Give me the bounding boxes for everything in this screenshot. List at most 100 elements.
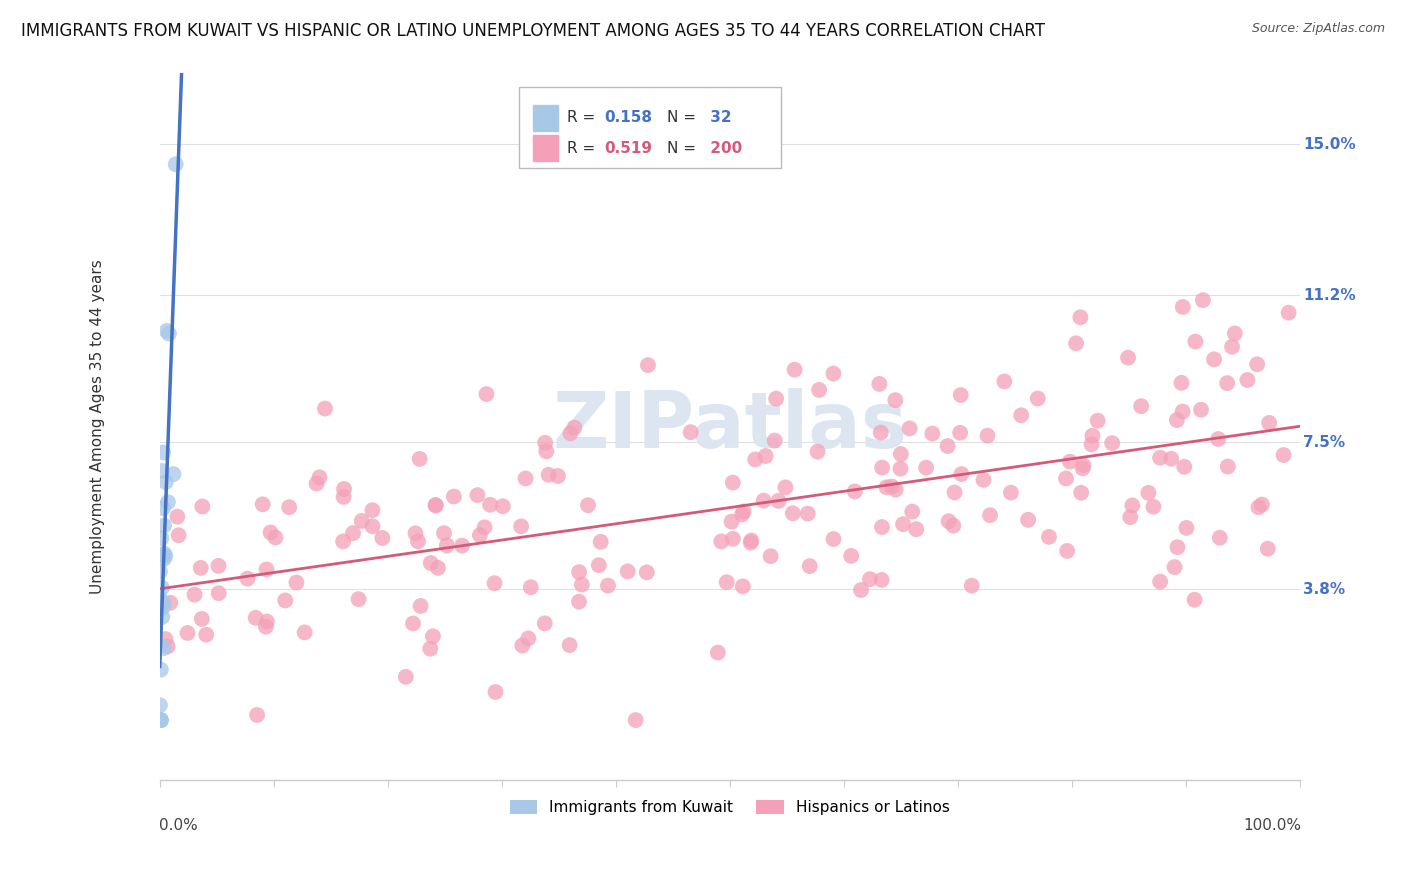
Point bbox=[589, 534, 612, 549]
Point bbox=[707, 646, 730, 660]
Point bbox=[1010, 409, 1032, 423]
Point bbox=[765, 392, 787, 406]
Point bbox=[274, 593, 297, 607]
Point bbox=[149, 713, 172, 727]
Point bbox=[278, 500, 301, 515]
Point bbox=[425, 498, 447, 512]
Point bbox=[153, 547, 176, 561]
Point bbox=[536, 444, 558, 458]
Point bbox=[870, 460, 893, 475]
Point bbox=[264, 531, 287, 545]
Point bbox=[208, 586, 231, 600]
Point bbox=[467, 488, 489, 502]
Point bbox=[468, 528, 491, 542]
Text: 0.0%: 0.0% bbox=[159, 819, 197, 833]
Point bbox=[191, 500, 214, 514]
Point bbox=[1149, 450, 1171, 465]
Point bbox=[571, 577, 593, 591]
Point bbox=[839, 549, 862, 563]
Point bbox=[768, 494, 790, 508]
Point bbox=[153, 552, 176, 566]
Point bbox=[1059, 455, 1081, 469]
Point bbox=[1170, 376, 1192, 390]
Text: ZIPatlas: ZIPatlas bbox=[553, 388, 907, 465]
Point bbox=[763, 434, 786, 448]
Point bbox=[1017, 513, 1039, 527]
Point bbox=[731, 508, 754, 522]
Point bbox=[419, 641, 441, 656]
Point bbox=[515, 471, 537, 485]
Point bbox=[870, 520, 893, 534]
Point bbox=[1171, 300, 1194, 314]
Point bbox=[165, 157, 187, 171]
Point bbox=[759, 549, 782, 564]
Point bbox=[1246, 357, 1268, 371]
Point bbox=[294, 625, 316, 640]
Point bbox=[915, 460, 938, 475]
Point bbox=[1175, 521, 1198, 535]
Point bbox=[1163, 560, 1185, 574]
Point bbox=[1070, 485, 1092, 500]
Point bbox=[305, 476, 328, 491]
Point bbox=[806, 444, 828, 458]
Point bbox=[149, 713, 172, 727]
Point bbox=[740, 533, 762, 548]
Text: 200: 200 bbox=[704, 141, 742, 155]
Point bbox=[156, 495, 179, 509]
Point bbox=[1216, 459, 1239, 474]
Point bbox=[155, 549, 177, 563]
Point bbox=[152, 600, 174, 615]
Point bbox=[1087, 414, 1109, 428]
Point bbox=[576, 498, 599, 512]
Point bbox=[1116, 351, 1139, 365]
Point bbox=[796, 507, 818, 521]
Point bbox=[252, 497, 274, 511]
Point bbox=[1216, 376, 1239, 391]
Point bbox=[162, 467, 184, 482]
Point bbox=[1130, 399, 1153, 413]
Point bbox=[474, 520, 496, 534]
Point bbox=[149, 592, 172, 607]
Bar bbox=[533, 135, 558, 161]
Point bbox=[475, 387, 498, 401]
Point bbox=[1278, 306, 1301, 320]
Point bbox=[149, 639, 172, 653]
Point bbox=[568, 565, 591, 579]
Point bbox=[361, 519, 384, 533]
Point bbox=[1166, 413, 1188, 427]
Text: 0.519: 0.519 bbox=[605, 141, 652, 155]
Point bbox=[950, 467, 973, 482]
Point bbox=[1258, 416, 1281, 430]
Point bbox=[949, 425, 972, 440]
Text: 11.2%: 11.2% bbox=[1303, 288, 1355, 302]
Point bbox=[733, 504, 755, 518]
Point bbox=[533, 616, 555, 631]
Point bbox=[783, 362, 806, 376]
Point bbox=[710, 534, 733, 549]
Point bbox=[150, 595, 173, 609]
Point bbox=[716, 575, 738, 590]
Point bbox=[869, 425, 891, 440]
Point bbox=[558, 638, 581, 652]
Point bbox=[1081, 429, 1104, 443]
Point bbox=[333, 482, 356, 496]
Point bbox=[973, 473, 995, 487]
Point bbox=[408, 451, 430, 466]
Point bbox=[568, 595, 591, 609]
Point bbox=[155, 475, 177, 489]
Text: IMMIGRANTS FROM KUWAIT VS HISPANIC OR LATINO UNEMPLOYMENT AMONG AGES 35 TO 44 YE: IMMIGRANTS FROM KUWAIT VS HISPANIC OR LA… bbox=[21, 22, 1045, 40]
Point bbox=[149, 713, 172, 727]
Point bbox=[1101, 436, 1123, 450]
Point bbox=[422, 629, 444, 643]
Point bbox=[479, 498, 502, 512]
Point bbox=[1064, 336, 1087, 351]
Point bbox=[859, 572, 882, 586]
Text: 0.158: 0.158 bbox=[605, 111, 652, 126]
Point bbox=[150, 464, 173, 478]
Point bbox=[150, 610, 173, 624]
Point bbox=[245, 611, 267, 625]
Point bbox=[1000, 485, 1022, 500]
Point bbox=[149, 713, 172, 727]
Point bbox=[596, 579, 619, 593]
Text: 3.8%: 3.8% bbox=[1303, 582, 1346, 597]
